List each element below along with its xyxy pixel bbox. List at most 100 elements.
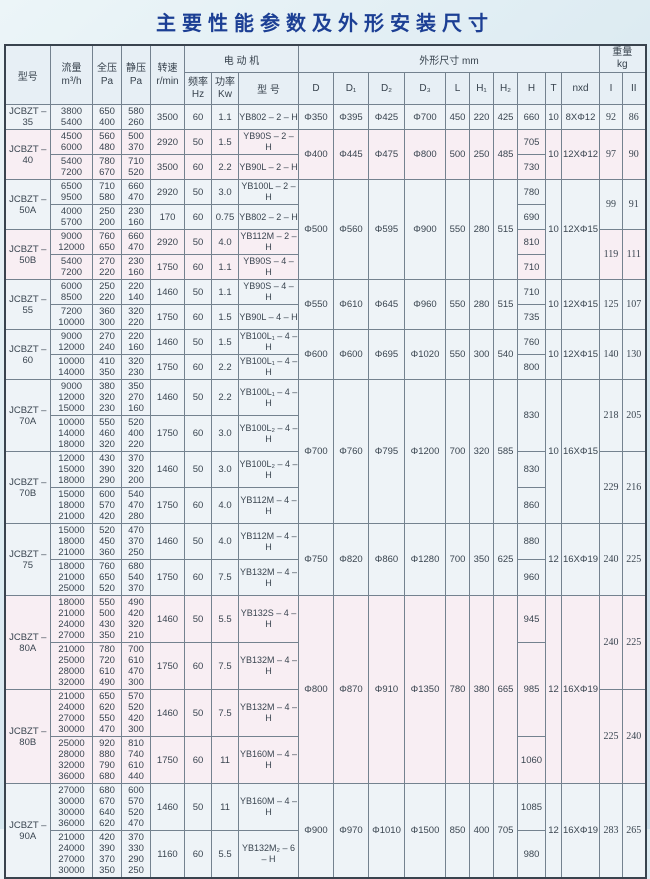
- weight-2-cell: 205: [622, 379, 646, 452]
- col-header-total-pressure: 全压 Pa: [92, 44, 122, 105]
- flow-cell: 25000 28000 32000 36000: [50, 736, 93, 784]
- flow-cell: 18000 21000 24000 27000: [50, 595, 93, 643]
- power-cell: 1.5: [211, 129, 239, 155]
- model-cell: JCBZT –35: [4, 104, 51, 130]
- weight-2-cell: 111: [622, 229, 646, 280]
- static-pressure-cell: 470 370 250: [121, 523, 151, 560]
- motor-model-cell: YB100L₁ – 4 – H: [238, 354, 299, 380]
- motor-model-cell: YB100L₂ – 4 – H: [238, 451, 299, 488]
- model-cell: JCBZT –60: [4, 329, 51, 380]
- speed-cell: 1750: [150, 415, 185, 452]
- dim-cell: Φ900: [298, 783, 334, 879]
- dim-cell: 665: [493, 595, 518, 784]
- static-pressure-cell: 600 570 520 470: [121, 783, 151, 831]
- static-pressure-cell: 540 470 280: [121, 487, 151, 524]
- h-cell: 980: [517, 830, 546, 879]
- static-pressure-cell: 700 610 470 300: [121, 642, 151, 690]
- col-header-weight-2: II: [622, 72, 646, 105]
- weight-2-cell: 86: [622, 104, 646, 130]
- dim-cell: Φ900: [404, 179, 446, 280]
- speed-cell: 1750: [150, 354, 185, 380]
- model-cell: JCBZT –70A: [4, 379, 51, 452]
- col-group-dimensions: 外形尺寸 mm: [298, 44, 600, 73]
- nxd-cell: 16XΦ19: [561, 783, 600, 879]
- power-cell: 7.5: [211, 559, 239, 596]
- frequency-cell: 50: [184, 279, 212, 305]
- dim-cell: Φ800: [298, 595, 334, 784]
- static-pressure-cell: 220 160: [121, 329, 151, 355]
- power-cell: 7.5: [211, 642, 239, 690]
- total-pressure-cell: 250 200: [92, 204, 122, 230]
- motor-model-cell: YB112M – 2 – H: [238, 229, 299, 255]
- dim-cell: 220: [469, 104, 494, 130]
- static-pressure-cell: 500 370: [121, 129, 151, 155]
- speed-cell: 1460: [150, 783, 185, 831]
- model-cell: JCBZT –55: [4, 279, 51, 330]
- total-pressure-cell: 650 400: [92, 104, 122, 130]
- total-pressure-cell: 270 220: [92, 254, 122, 280]
- total-pressure-cell: 780 670: [92, 154, 122, 180]
- t-cell: 10: [545, 329, 562, 380]
- flow-cell: 12000 15000 18000: [50, 451, 93, 488]
- static-pressure-cell: 570 520 420 300: [121, 689, 151, 737]
- frequency-cell: 60: [184, 642, 212, 690]
- dim-cell: 515: [493, 179, 518, 280]
- static-pressure-cell: 220 140: [121, 279, 151, 305]
- dim-cell: 485: [493, 129, 518, 180]
- weight-1-cell: 225: [599, 689, 623, 784]
- frequency-cell: 60: [184, 830, 212, 879]
- dim-cell: Φ645: [368, 279, 405, 330]
- speed-cell: 1750: [150, 642, 185, 690]
- h-cell: 735: [517, 304, 546, 330]
- static-pressure-cell: 520 400 220: [121, 415, 151, 452]
- static-pressure-cell: 320 220: [121, 304, 151, 330]
- dim-cell: Φ820: [333, 523, 369, 596]
- model-cell: JCBZT –80A: [4, 595, 51, 690]
- flow-cell: 15000 18000 21000: [50, 523, 93, 560]
- power-cell: 4.0: [211, 523, 239, 560]
- col-header-l: L: [445, 72, 470, 105]
- dim-cell: Φ425: [368, 104, 405, 130]
- model-cell: JCBZT –40: [4, 129, 51, 180]
- dim-cell: Φ760: [333, 379, 369, 524]
- total-pressure-cell: 430 390 290: [92, 451, 122, 488]
- weight-2-cell: 91: [622, 179, 646, 230]
- dim-cell: 550: [445, 179, 470, 280]
- frequency-cell: 50: [184, 229, 212, 255]
- dim-cell: 585: [493, 379, 518, 524]
- dim-cell: Φ700: [404, 104, 446, 130]
- frequency-cell: 50: [184, 179, 212, 205]
- dim-cell: Φ695: [368, 329, 405, 380]
- col-header-model: 型号: [4, 44, 51, 105]
- t-cell: 10: [545, 104, 562, 130]
- dim-cell: Φ910: [368, 595, 405, 784]
- motor-model-cell: YB100L – 2 – H: [238, 179, 299, 205]
- weight-2-cell: 90: [622, 129, 646, 180]
- power-cell: 2.2: [211, 154, 239, 180]
- frequency-cell: 60: [184, 204, 212, 230]
- col-header-speed: 转速 r/min: [150, 44, 185, 105]
- dim-cell: 450: [445, 104, 470, 130]
- t-cell: 12: [545, 523, 562, 596]
- speed-cell: 1460: [150, 689, 185, 737]
- power-cell: 4.0: [211, 487, 239, 524]
- motor-model-cell: YB112M – 4 – H: [238, 523, 299, 560]
- total-pressure-cell: 760 650: [92, 229, 122, 255]
- col-header-power: 功率 Kw: [211, 72, 239, 105]
- dim-cell: Φ595: [368, 179, 405, 280]
- flow-cell: 6500 9500: [50, 179, 93, 205]
- flow-cell: 5400 7200: [50, 154, 93, 180]
- weight-1-cell: 240: [599, 595, 623, 690]
- dim-cell: Φ610: [333, 279, 369, 330]
- flow-cell: 5400 7200: [50, 254, 93, 280]
- static-pressure-cell: 810 740 610 440: [121, 736, 151, 784]
- h-cell: 880: [517, 523, 546, 560]
- speed-cell: 1750: [150, 559, 185, 596]
- col-header-h1: H₁: [469, 72, 494, 105]
- power-cell: 1.1: [211, 254, 239, 280]
- frequency-cell: 50: [184, 689, 212, 737]
- power-cell: 5.5: [211, 595, 239, 643]
- dim-cell: Φ800: [404, 129, 446, 180]
- nxd-cell: 16XΦ15: [561, 379, 600, 524]
- frequency-cell: 50: [184, 329, 212, 355]
